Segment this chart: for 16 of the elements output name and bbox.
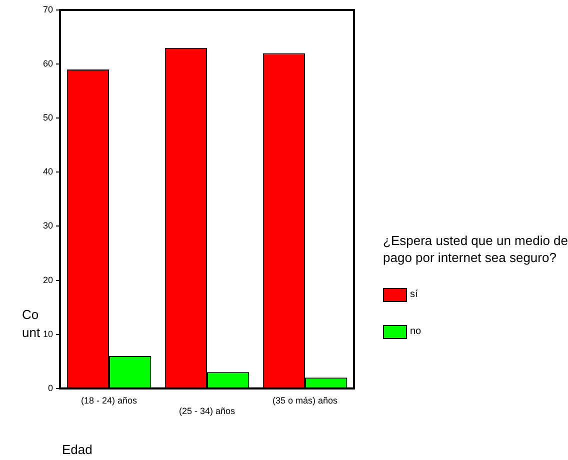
y-tick-label: 10 [42, 328, 54, 339]
x-tick-label: (25 - 34) años [178, 406, 236, 416]
x-tick-label: (35 o más) años [272, 395, 338, 406]
legend-title: ¿Espera usted que un medio de pago por internet sea seguro? [383, 232, 568, 266]
legend-label: sí [410, 288, 418, 302]
x-tick-label: (18 - 24) años [80, 395, 138, 406]
y-tick-label: 50 [42, 112, 54, 123]
x-axis-title: Edad [62, 442, 92, 457]
y-tick-label: 40 [42, 166, 54, 177]
y-tick-label: 70 [42, 4, 54, 14]
y-tick-label: 0 [48, 382, 54, 393]
y-axis-title: Count [22, 306, 42, 342]
y-tick-label: 20 [42, 274, 54, 285]
y-tick-label: 60 [42, 58, 54, 69]
y-tick-label: 30 [42, 220, 54, 231]
legend-label: no [410, 325, 422, 339]
